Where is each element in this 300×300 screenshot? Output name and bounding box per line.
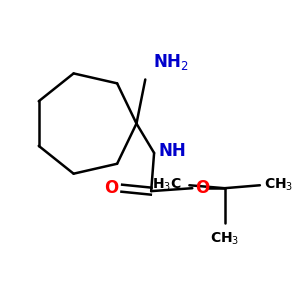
- Text: NH: NH: [158, 142, 186, 160]
- Text: CH$_3$: CH$_3$: [210, 231, 239, 247]
- Text: O: O: [196, 179, 210, 197]
- Text: O: O: [104, 179, 118, 197]
- Text: H$_3$C: H$_3$C: [152, 177, 182, 194]
- Text: CH$_3$: CH$_3$: [264, 177, 294, 194]
- Text: NH$_2$: NH$_2$: [153, 52, 188, 72]
